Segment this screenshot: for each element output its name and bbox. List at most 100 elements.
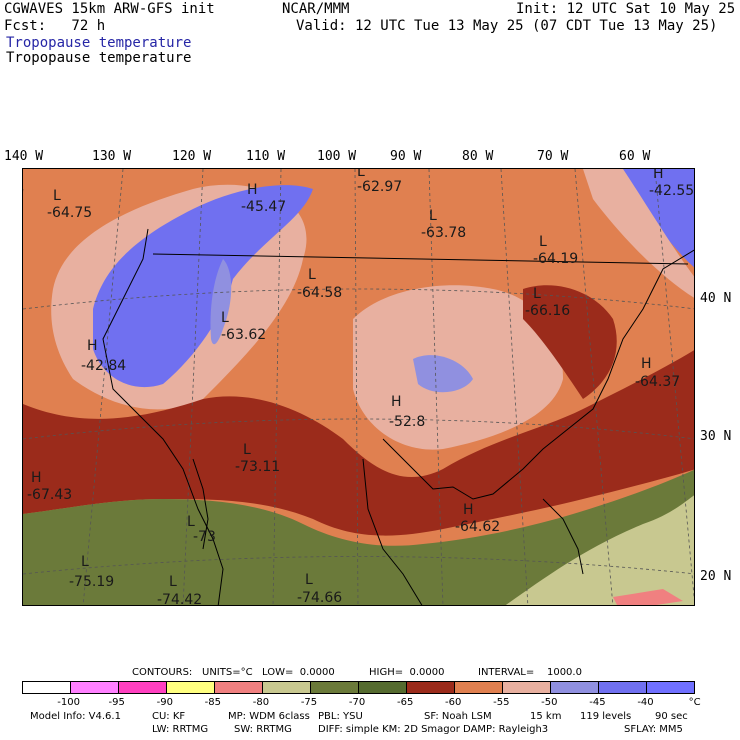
color-bar-swatch [167, 682, 215, 693]
color-bar-swatch [455, 682, 503, 693]
shade-band [613, 589, 683, 605]
shortwave-scheme: SW: RRTMG [234, 724, 292, 735]
color-bar-tick-label: -50 [541, 697, 558, 708]
lon-label: 100 W [317, 149, 357, 164]
map-label-type: H [391, 394, 402, 410]
shade-band [210, 259, 232, 345]
color-bar [22, 681, 695, 694]
lat-label: 30 N [700, 429, 732, 444]
color-bar-swatch [71, 682, 119, 693]
map-label-type: L [305, 572, 313, 588]
lon-label: 130 W [92, 149, 132, 164]
lon-label: 120 W [172, 149, 212, 164]
map-label-type: L [53, 188, 61, 204]
color-bar-swatch [359, 682, 407, 693]
lon-label: 80 W [462, 149, 494, 164]
color-bar-tick-label: -40 [637, 697, 654, 708]
color-bar-tick-label: -60 [445, 697, 462, 708]
color-bar-tick-label: -70 [348, 697, 366, 708]
map-label-value: -64.58 [297, 285, 343, 301]
microphysics-scheme: MP: WDM 6class [228, 711, 310, 722]
map-label-type: H [31, 470, 42, 486]
color-bar-tick-label: -65 [396, 697, 414, 708]
map-label-type: H [641, 356, 652, 372]
map-label-value: -42.55 [649, 183, 695, 199]
color-bar-tick-label: °C [688, 697, 701, 708]
map-label-type: L [357, 168, 365, 180]
contours-units: UNITS=°C [202, 667, 253, 678]
color-bar-swatch [311, 682, 359, 693]
map-label-value: -74.42 [157, 592, 203, 606]
contours-interval: INTERVAL= 1000.0 [478, 667, 582, 678]
contours-low: LOW= 0.0000 [262, 667, 335, 678]
surface-scheme: SF: Noah LSM [424, 711, 492, 722]
map-label-value: -67.43 [27, 487, 73, 503]
map-label-type: L [539, 234, 547, 250]
map-label-value: -73 [193, 529, 216, 545]
map-label-value: -45.47 [241, 199, 287, 215]
forecast-hour: Fcst: 72 h [4, 18, 106, 34]
color-bar-tick-label: -95 [108, 697, 125, 708]
color-bar-tick-label: -45 [589, 697, 606, 708]
color-bar-tick-label: -75 [300, 697, 318, 708]
contours-label: CONTOURS: [132, 667, 193, 678]
shaded-field-title: Tropopause temperature [6, 35, 192, 51]
map-label-type: L [243, 442, 251, 458]
shade-band [23, 469, 694, 605]
map-label-type: L [221, 310, 229, 326]
color-bar-swatch [119, 682, 167, 693]
color-bar-swatch [647, 682, 694, 693]
map-label-type: L [533, 286, 541, 302]
lon-label: 140 W [4, 149, 44, 164]
longwave-scheme: LW: RRTMG [152, 724, 209, 735]
map-label-value: -62.97 [357, 179, 403, 195]
lat-label: 20 N [700, 569, 732, 584]
map-label-value: -64.62 [455, 519, 501, 535]
map-label-type: L [308, 267, 316, 283]
color-bar-tick-label: -85 [204, 697, 222, 708]
map-label-value: -64.19 [533, 251, 579, 267]
color-bar-swatch [215, 682, 263, 693]
map-label-value: -66.16 [525, 303, 571, 319]
tropopause-temperature-map: L -64.75 H -45.47 L -62.97 H -42.55 L -6… [22, 168, 695, 606]
color-bar-swatch [551, 682, 599, 693]
color-bar-swatch [263, 682, 311, 693]
map-label-value: -75.19 [69, 574, 115, 590]
map-label-value: -42.84 [81, 358, 127, 374]
map-label-value: -74.66 [297, 590, 343, 606]
map-canvas [23, 169, 694, 605]
color-bar-tick-label: -55 [493, 697, 510, 708]
lon-label: 60 W [619, 149, 651, 164]
map-label-type: H [247, 182, 258, 198]
map-label-type: L [187, 514, 195, 530]
map-label-type: H [653, 168, 664, 182]
init-time: Init: 12 UTC Sat 10 May 25 [516, 1, 736, 17]
color-bar-tick-label: -100 [57, 697, 80, 708]
map-label-value: -52.8 [389, 414, 426, 430]
color-bar-swatch [23, 682, 71, 693]
map-label-type: L [429, 208, 437, 224]
shade-band [93, 185, 313, 388]
map-label-type: L [169, 574, 177, 590]
map-label-type: H [87, 338, 98, 354]
valid-time: Valid: 12 UTC Tue 13 May 25 (07 CDT Tue … [296, 18, 718, 34]
map-label-value: -64.37 [635, 374, 681, 390]
time-step: 90 sec [655, 711, 688, 722]
shade-band [583, 169, 694, 298]
model-title: CGWAVES 15km ARW-GFS init [4, 1, 215, 17]
map-label-value: -63.62 [221, 327, 267, 343]
lon-label: 90 W [390, 149, 422, 164]
lat-label: 40 N [700, 291, 732, 306]
color-bar-tick-label: -80 [252, 697, 270, 708]
map-label-type: L [81, 554, 89, 570]
map-label-value: -64.75 [47, 205, 93, 221]
shade-band [623, 169, 694, 268]
model-info: Model Info: V4.6.1 [30, 711, 121, 722]
contour-field-title: Tropopause temperature [6, 50, 192, 66]
map-label-value: -63.78 [421, 225, 467, 241]
cumulus-scheme: CU: KF [152, 711, 186, 722]
contours-high: HIGH= 0.0000 [369, 667, 445, 678]
lon-label: 110 W [246, 149, 286, 164]
color-bar-swatch [407, 682, 455, 693]
shade-band [413, 355, 473, 393]
